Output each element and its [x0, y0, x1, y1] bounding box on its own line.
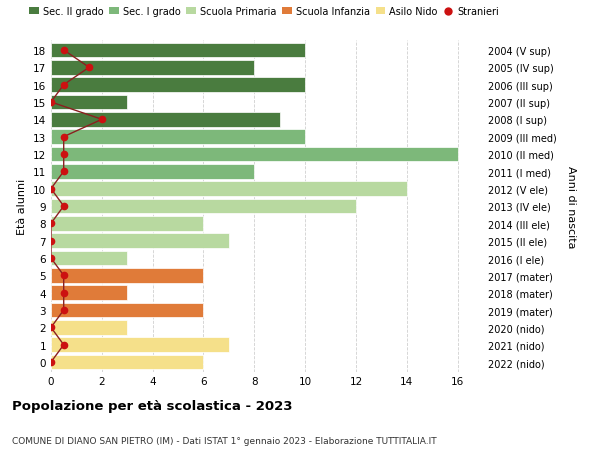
Bar: [51, 251, 127, 266]
Bar: [51, 147, 458, 162]
Bar: [51, 234, 229, 248]
Y-axis label: Età alunni: Età alunni: [17, 179, 28, 235]
Bar: [51, 95, 127, 110]
Bar: [51, 61, 254, 75]
Bar: [51, 182, 407, 196]
Bar: [51, 217, 203, 231]
Bar: [51, 338, 229, 353]
Bar: [51, 78, 305, 93]
Bar: [51, 355, 203, 369]
Bar: [51, 199, 356, 214]
Bar: [51, 285, 127, 301]
Bar: [51, 269, 203, 283]
Bar: [51, 320, 127, 335]
Text: Popolazione per età scolastica - 2023: Popolazione per età scolastica - 2023: [12, 399, 293, 412]
Bar: [51, 303, 203, 318]
Text: COMUNE DI DIANO SAN PIETRO (IM) - Dati ISTAT 1° gennaio 2023 - Elaborazione TUTT: COMUNE DI DIANO SAN PIETRO (IM) - Dati I…: [12, 436, 437, 445]
Bar: [51, 165, 254, 179]
Legend: Sec. II grado, Sec. I grado, Scuola Primaria, Scuola Infanzia, Asilo Nido, Stran: Sec. II grado, Sec. I grado, Scuola Prim…: [29, 7, 499, 17]
Y-axis label: Anni di nascita: Anni di nascita: [566, 165, 576, 248]
Bar: [51, 44, 305, 58]
Bar: [51, 130, 305, 145]
Bar: [51, 112, 280, 128]
